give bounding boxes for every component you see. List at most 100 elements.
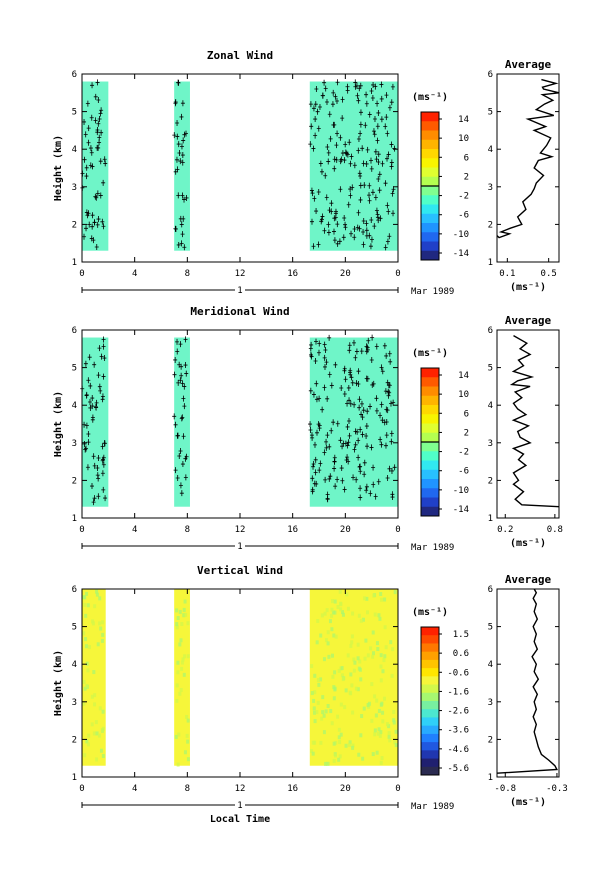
average-frame — [496, 73, 560, 263]
colorbar-segment — [421, 469, 439, 480]
data-speckle — [97, 345, 102, 352]
data-speckle — [345, 592, 349, 597]
data-speckle — [317, 395, 322, 402]
data-speckle — [313, 719, 317, 724]
data-speckle — [361, 407, 366, 414]
data-speckle — [369, 236, 374, 243]
x-tick-label: 4 — [132, 784, 137, 794]
data-speckle — [174, 156, 179, 163]
data-speckle — [184, 194, 189, 201]
data-speckle — [345, 442, 350, 449]
data-speckle — [172, 371, 177, 378]
data-speckle — [377, 708, 381, 713]
data-speckle — [176, 379, 181, 386]
data-speckle — [375, 123, 380, 130]
data-speckle — [92, 731, 96, 736]
data-speckle — [329, 427, 334, 434]
data-speckle — [357, 752, 361, 757]
data-speckle — [175, 625, 179, 630]
data-speckle — [347, 342, 352, 349]
data-speckle — [386, 208, 391, 215]
y-axis-label: Height (km) — [52, 650, 64, 716]
average-y-tick-label: 5 — [488, 623, 493, 633]
data-speckle — [84, 613, 88, 618]
data-speckle — [179, 687, 183, 692]
data-speckle — [178, 609, 182, 614]
data-speckle — [313, 116, 318, 123]
data-speckle — [385, 474, 390, 481]
data-speckle — [331, 419, 336, 426]
data-speckle — [339, 384, 344, 391]
data-speckle — [329, 709, 333, 714]
data-speckle — [98, 706, 102, 711]
data-speckle — [97, 383, 102, 390]
data-speckle — [356, 454, 361, 461]
x-tick-label: 20 — [340, 525, 351, 535]
data-speckle — [350, 683, 354, 688]
data-speckle — [372, 593, 376, 598]
data-speckle — [322, 341, 327, 348]
data-speckle — [179, 415, 184, 422]
data-speckle — [343, 141, 348, 148]
average-y-tick-label: 2 — [488, 220, 493, 230]
data-speckle — [175, 133, 180, 140]
data-speckle — [377, 613, 381, 618]
data-speckle — [185, 733, 189, 738]
data-speckle — [320, 406, 325, 413]
data-speckle — [346, 201, 351, 208]
data-speckle — [327, 207, 332, 214]
average-y-tick-label: 5 — [488, 364, 493, 374]
x-tick-label: 16 — [287, 525, 298, 535]
data-speckle — [385, 130, 390, 137]
data-speckle — [173, 467, 178, 474]
y-tick-label: 2 — [72, 735, 77, 745]
data-speckle — [388, 358, 393, 365]
data-speckle — [373, 612, 377, 617]
data-speckle — [350, 184, 355, 191]
data-speckle — [349, 643, 353, 648]
data-speckle — [358, 121, 363, 128]
x-tick-label: 16 — [287, 269, 298, 279]
data-speckle — [374, 156, 379, 163]
data-speckle — [391, 647, 395, 652]
data-speckle — [376, 151, 381, 158]
data-speckle — [387, 382, 392, 389]
colorbar-tick-label: -2 — [458, 448, 469, 458]
data-speckle — [334, 142, 339, 149]
data-speckle — [375, 750, 379, 755]
data-speckle — [316, 188, 321, 195]
data-speckle — [339, 732, 343, 737]
colorbar-segment — [421, 742, 439, 751]
data-speckle — [364, 220, 369, 227]
data-speckle — [383, 442, 388, 449]
data-speckle — [362, 471, 367, 478]
y-tick-label: 5 — [72, 108, 77, 118]
data-speckle — [173, 99, 178, 106]
data-speckle — [178, 642, 182, 647]
data-speckle — [182, 613, 186, 618]
data-speckle — [95, 592, 99, 597]
data-speckle — [98, 110, 103, 117]
colorbar-segment — [421, 186, 439, 196]
colorbar-segment — [421, 701, 439, 710]
x-tick-label: 20 — [340, 784, 351, 794]
data-speckle — [356, 687, 360, 692]
data-speckle — [310, 664, 314, 669]
x-tick-label: 8 — [185, 784, 190, 794]
data-speckle — [180, 666, 184, 671]
data-speckle — [316, 700, 320, 705]
data-speckle — [311, 461, 316, 468]
data-speckle — [379, 441, 384, 448]
data-speckle — [89, 114, 94, 121]
data-speckle — [363, 656, 367, 661]
data-speckle — [375, 100, 380, 107]
data-speckle — [173, 168, 178, 175]
data-speckle — [83, 686, 87, 691]
colorbar-tick-label: 2 — [464, 428, 469, 438]
data-speckle — [392, 145, 397, 152]
data-speckle — [367, 111, 372, 118]
data-speckle — [338, 134, 343, 141]
data-speckle — [88, 404, 93, 411]
data-speckle — [352, 162, 357, 169]
data-speckle — [374, 395, 379, 402]
